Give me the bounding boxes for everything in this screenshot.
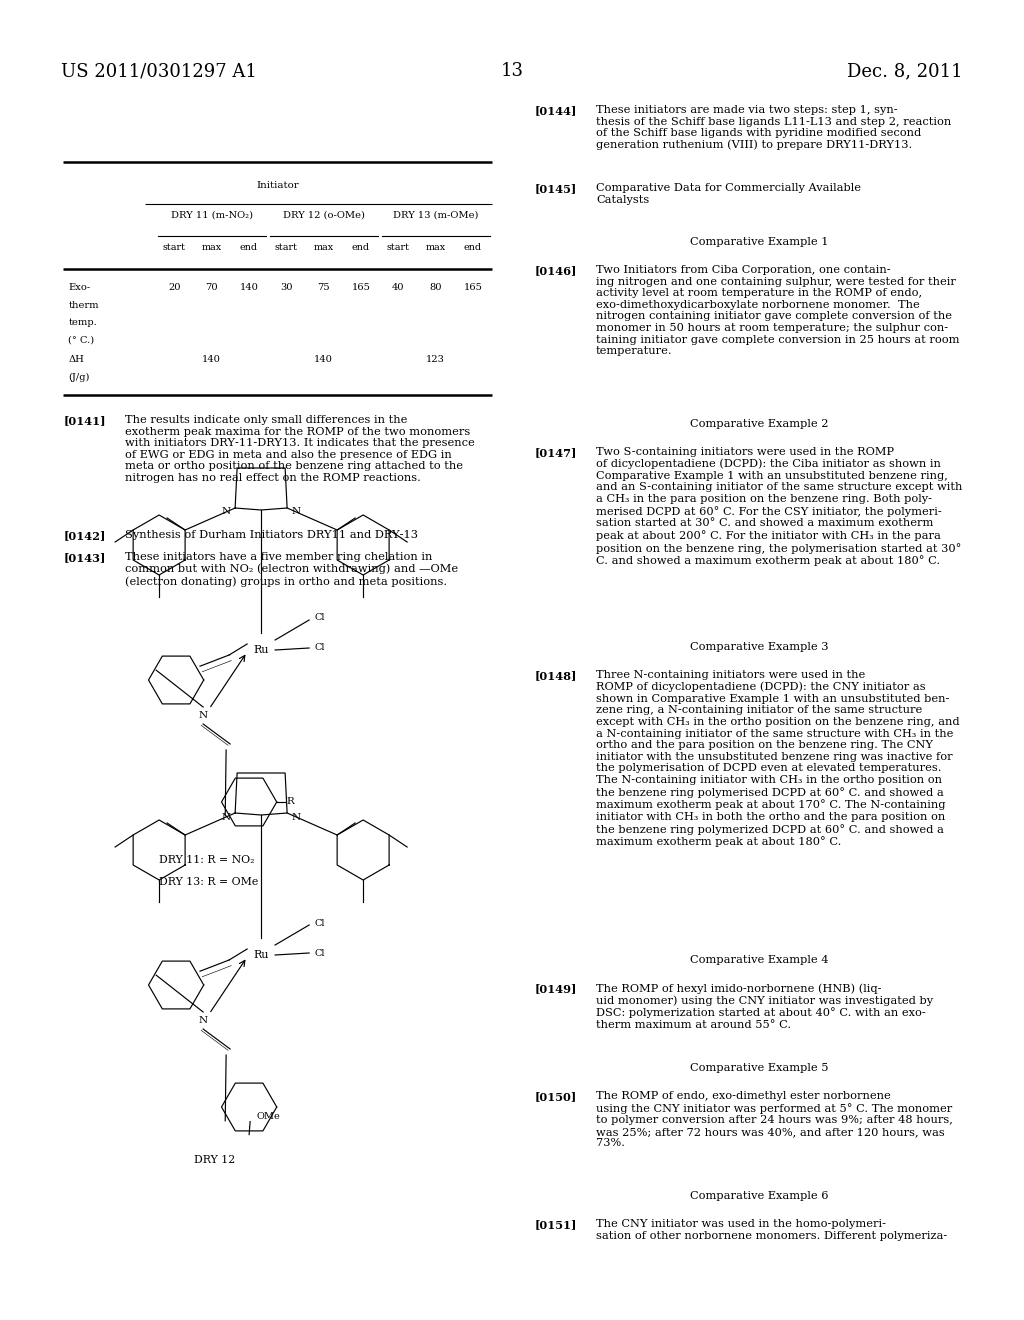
Text: Cl: Cl	[314, 644, 325, 652]
Text: The results indicate only small differences in the
exotherm peak maxima for the : The results indicate only small differen…	[125, 414, 475, 483]
Text: Two S-containing initiators were used in the ROMP
of dicyclopentadiene (DCPD): t: Two S-containing initiators were used in…	[596, 447, 963, 566]
Text: [0151]: [0151]	[535, 1218, 577, 1230]
Text: 165: 165	[464, 282, 482, 292]
Text: Ru: Ru	[253, 645, 269, 655]
Text: Two Initiators from Ciba Corporation, one contain-
ing nitrogen and one containi: Two Initiators from Ciba Corporation, on…	[596, 265, 959, 356]
Text: N: N	[222, 507, 231, 516]
Text: DRY 13 (m-OMe): DRY 13 (m-OMe)	[393, 211, 478, 220]
Text: max: max	[202, 243, 221, 252]
Text: [0150]: [0150]	[535, 1092, 577, 1102]
Text: N: N	[199, 710, 208, 719]
Text: DRY 11 (m-NO₂): DRY 11 (m-NO₂)	[171, 211, 253, 220]
Text: The CNY initiator was used in the homo-polymeri-
sation of other norbornene mono: The CNY initiator was used in the homo-p…	[596, 1218, 947, 1241]
Text: Synthesis of Durham Initiators DRY11 and DRY‑13: Synthesis of Durham Initiators DRY11 and…	[125, 531, 418, 540]
Text: (J/g): (J/g)	[69, 372, 90, 381]
Text: end: end	[352, 243, 370, 252]
Text: Cl: Cl	[314, 949, 325, 957]
Text: 123: 123	[426, 355, 445, 364]
Text: Cl: Cl	[314, 614, 325, 623]
Text: [0149]: [0149]	[535, 983, 577, 994]
Text: Comparative Example 1: Comparative Example 1	[689, 238, 828, 247]
Text: N: N	[291, 813, 300, 821]
Text: [0144]: [0144]	[535, 106, 577, 116]
Text: 20: 20	[168, 282, 180, 292]
Text: Dec. 8, 2011: Dec. 8, 2011	[847, 62, 963, 81]
Text: Comparative Example 4: Comparative Example 4	[689, 954, 828, 965]
Text: DRY 13: R = OMe: DRY 13: R = OMe	[159, 876, 258, 887]
Text: 140: 140	[314, 355, 333, 364]
Text: Ru: Ru	[253, 950, 269, 960]
Text: [0141]: [0141]	[63, 414, 106, 426]
Text: start: start	[387, 243, 410, 252]
Text: 80: 80	[429, 282, 441, 292]
Text: Comparative Example 3: Comparative Example 3	[689, 642, 828, 652]
Text: [0145]: [0145]	[535, 183, 577, 194]
Text: OMe: OMe	[256, 1113, 280, 1121]
Text: temp.: temp.	[69, 318, 97, 327]
Text: Initiator: Initiator	[256, 181, 299, 190]
Text: start: start	[274, 243, 298, 252]
Text: Comparative Data for Commercially Available
Catalysts: Comparative Data for Commercially Availa…	[596, 183, 861, 205]
Text: Comparative Example 6: Comparative Example 6	[689, 1191, 828, 1201]
Text: 30: 30	[280, 282, 293, 292]
Text: N: N	[222, 813, 231, 821]
Text: 165: 165	[351, 282, 371, 292]
Text: Three N-containing initiators were used in the
ROMP of dicyclopentadiene (DCPD):: Three N-containing initiators were used …	[596, 671, 959, 847]
Text: start: start	[163, 243, 185, 252]
Text: therm: therm	[69, 301, 99, 309]
Text: These initiators have a five member ring chelation in
common but with NO₂ (elect: These initiators have a five member ring…	[125, 552, 458, 586]
Text: (° C.): (° C.)	[69, 335, 95, 345]
Text: Exo-: Exo-	[69, 282, 91, 292]
Text: DRY 12: DRY 12	[195, 1155, 236, 1166]
Text: DRY 11: R = NO₂: DRY 11: R = NO₂	[159, 855, 254, 865]
Text: The ROMP of hexyl imido-norbornene (HNB) (liq-
uid monomer) using the CNY initia: The ROMP of hexyl imido-norbornene (HNB)…	[596, 983, 933, 1030]
Text: These initiators are made via two steps: step 1, syn-
thesis of the Schiff base : These initiators are made via two steps:…	[596, 106, 951, 150]
Text: N: N	[291, 507, 300, 516]
Text: 40: 40	[392, 282, 404, 292]
Text: [0147]: [0147]	[535, 447, 577, 458]
Text: DRY 12 (o-OMe): DRY 12 (o-OMe)	[283, 211, 365, 220]
Text: [0146]: [0146]	[535, 265, 577, 276]
Text: [0142]: [0142]	[63, 531, 105, 541]
Text: max: max	[426, 243, 445, 252]
Text: 140: 140	[240, 282, 258, 292]
Text: [0143]: [0143]	[63, 552, 105, 564]
Text: [0148]: [0148]	[535, 671, 577, 681]
Text: end: end	[240, 243, 258, 252]
Text: 140: 140	[202, 355, 221, 364]
Text: end: end	[464, 243, 482, 252]
Text: Cl: Cl	[314, 919, 325, 928]
Text: The ROMP of endo, exo-dimethyl ester norbornene
using the CNY initiator was perf: The ROMP of endo, exo-dimethyl ester nor…	[596, 1092, 953, 1148]
Text: US 2011/0301297 A1: US 2011/0301297 A1	[61, 62, 257, 81]
Text: 75: 75	[317, 282, 330, 292]
Text: 70: 70	[206, 282, 218, 292]
Text: Comparative Example 2: Comparative Example 2	[689, 418, 828, 429]
Text: ΔH: ΔH	[69, 355, 84, 364]
Text: 13: 13	[501, 62, 523, 81]
Text: N: N	[199, 1015, 208, 1024]
Text: Comparative Example 5: Comparative Example 5	[689, 1063, 828, 1073]
Text: max: max	[313, 243, 334, 252]
Text: R: R	[287, 797, 295, 807]
